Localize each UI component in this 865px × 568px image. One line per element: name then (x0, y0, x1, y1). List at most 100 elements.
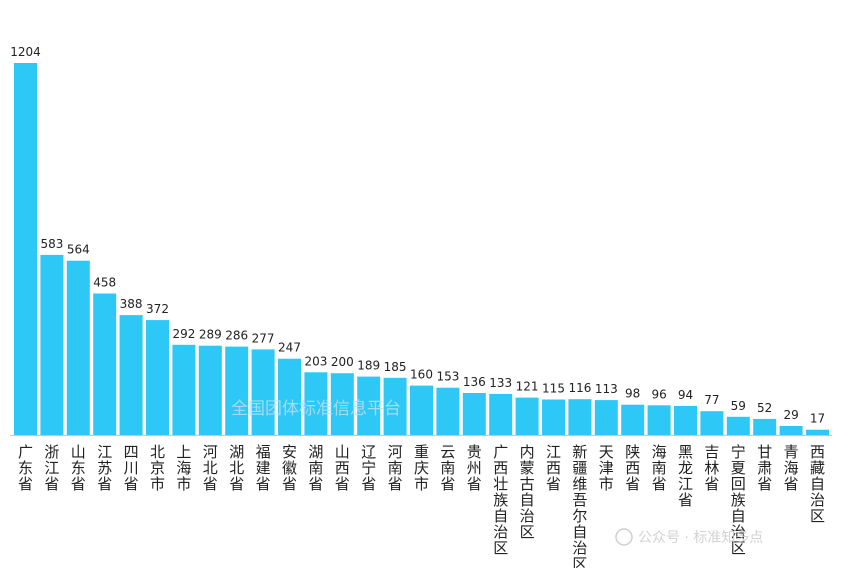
category-label-19: 广西壮族自治区 (493, 443, 508, 557)
category-label-26: 黑龙江省 (678, 443, 693, 509)
bar-29 (753, 418, 777, 435)
center-watermark: 全国团体标准信息平台 (231, 399, 401, 419)
category-label-9: 湖北省 (229, 443, 244, 493)
bar-1 (14, 63, 37, 435)
bar-17 (436, 387, 460, 435)
bars-group (14, 63, 829, 435)
bar-19 (489, 393, 513, 435)
value-label-13: 200 (331, 355, 354, 369)
category-label-31: 西藏自治区 (810, 443, 825, 525)
value-label-29: 52 (757, 401, 772, 415)
category-label-17: 云南省 (440, 443, 455, 493)
bar-4 (93, 293, 117, 435)
category-label-30: 青海省 (784, 443, 799, 493)
category-label-5: 四川省 (124, 443, 139, 493)
category-label-1: 广东省 (18, 443, 33, 493)
value-label-2: 583 (40, 237, 63, 251)
value-label-11: 247 (278, 341, 301, 355)
value-label-15: 185 (384, 360, 407, 374)
value-label-10: 277 (252, 331, 275, 345)
bar-15 (383, 377, 407, 435)
bar-26 (674, 406, 697, 435)
bar-13 (330, 373, 354, 435)
bar-20 (515, 397, 539, 435)
bar-2 (40, 254, 64, 435)
value-label-17: 153 (436, 370, 459, 384)
value-label-1: 1204 (10, 45, 41, 59)
value-label-26: 94 (678, 388, 693, 402)
value-label-23: 113 (595, 382, 618, 396)
bar-23 (594, 400, 618, 435)
bar-6 (146, 320, 169, 435)
bar-31 (806, 429, 829, 435)
bar-27 (700, 411, 724, 435)
value-label-6: 372 (146, 302, 169, 316)
bar-16 (410, 385, 433, 435)
category-label-3: 山东省 (71, 443, 86, 493)
category-label-12: 湖南省 (308, 443, 323, 493)
value-label-14: 189 (357, 359, 380, 373)
value-label-12: 203 (304, 354, 327, 368)
category-label-29: 甘肃省 (757, 443, 772, 493)
value-label-31: 17 (810, 412, 825, 426)
bar-10 (251, 349, 275, 435)
bar-8 (198, 345, 222, 435)
value-label-4: 458 (93, 276, 116, 290)
category-label-28: 宁夏回族自治区 (731, 443, 746, 557)
category-label-8: 河北省 (203, 443, 218, 493)
category-label-6: 北京市 (150, 443, 165, 493)
bar-7 (172, 344, 196, 435)
category-label-11: 安徽省 (282, 443, 297, 493)
bar-11 (278, 358, 301, 435)
value-label-28: 59 (731, 399, 746, 413)
bar-25 (647, 405, 671, 435)
value-label-9: 286 (225, 329, 248, 343)
category-labels-group: 广东省浙江省山东省江苏省四川省北京市上海市河北省湖北省福建省安徽省湖南省山西省辽… (18, 443, 825, 568)
value-label-16: 160 (410, 368, 433, 382)
category-label-22: 新疆维吾尔自治区 (572, 443, 587, 568)
value-label-8: 289 (199, 328, 222, 342)
value-label-18: 136 (463, 375, 486, 389)
category-label-24: 陕西省 (625, 443, 640, 493)
value-label-20: 121 (516, 380, 539, 394)
category-label-2: 浙江省 (44, 443, 59, 493)
category-label-16: 重庆市 (414, 443, 429, 493)
category-label-15: 河南省 (388, 443, 403, 493)
bar-9 (225, 346, 249, 435)
bar-22 (568, 399, 592, 435)
category-label-23: 天津市 (599, 443, 614, 493)
bar-12 (304, 372, 328, 435)
corner-watermark-group: 公众号 · 标准知多点 (615, 528, 763, 546)
bar-5 (119, 315, 143, 435)
value-label-19: 133 (489, 376, 512, 390)
category-label-25: 海南省 (652, 443, 667, 493)
category-label-21: 江西省 (546, 443, 561, 493)
bar-18 (462, 393, 486, 435)
category-label-13: 山西省 (335, 443, 350, 493)
value-label-5: 388 (120, 297, 143, 311)
category-label-20: 内蒙古自治区 (520, 443, 535, 541)
bar-14 (357, 376, 381, 435)
value-label-27: 77 (704, 393, 719, 407)
bar-28 (726, 416, 750, 435)
bar-24 (621, 404, 645, 435)
value-label-3: 564 (67, 243, 90, 257)
value-label-25: 96 (651, 387, 666, 401)
category-label-27: 吉林省 (704, 443, 719, 493)
category-label-18: 贵州省 (467, 443, 482, 493)
bar-30 (779, 426, 803, 435)
bar-21 (542, 399, 565, 435)
category-label-10: 福建省 (256, 443, 271, 493)
category-label-4: 江苏省 (97, 443, 112, 493)
value-label-30: 29 (783, 408, 798, 422)
category-label-14: 辽宁省 (361, 443, 376, 493)
corner-watermark: 公众号 · 标准知多点 (638, 529, 763, 546)
bar-3 (66, 260, 90, 435)
value-label-7: 292 (172, 327, 195, 341)
value-label-24: 98 (625, 387, 640, 401)
value-label-21: 115 (542, 382, 565, 396)
wechat-icon (615, 528, 633, 546)
value-label-22: 116 (568, 381, 591, 395)
